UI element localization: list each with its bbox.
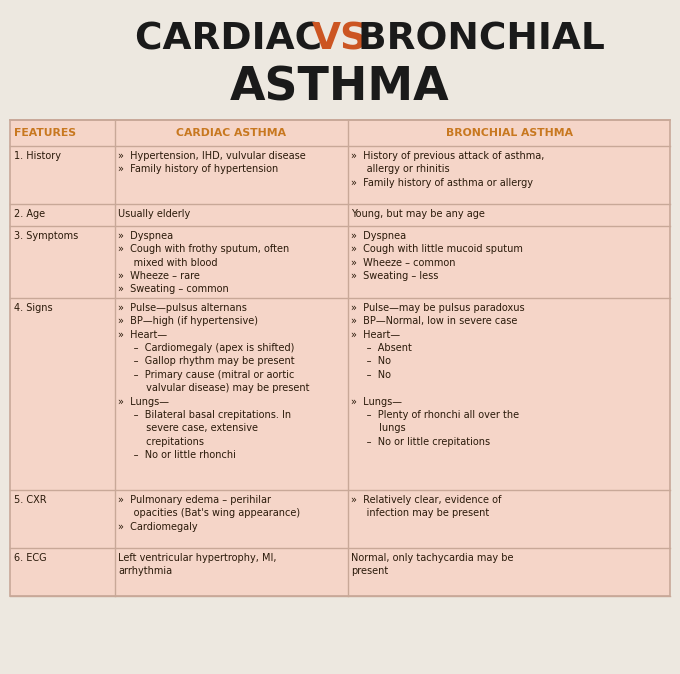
Text: »  Pulmonary edema – perihilar
     opacities (Bat's wing appearance)
»  Cardiom: » Pulmonary edema – perihilar opacities … — [118, 495, 300, 532]
Text: »  Dyspnea
»  Cough with little mucoid sputum
»  Wheeze – common
»  Sweating – l: » Dyspnea » Cough with little mucoid spu… — [351, 231, 523, 281]
Text: »  History of previous attack of asthma,
     allergy or rhinitis
»  Family hist: » History of previous attack of asthma, … — [351, 151, 545, 188]
Text: 6. ECG: 6. ECG — [14, 553, 47, 563]
Text: Left ventricular hypertrophy, MI,
arrhythmia: Left ventricular hypertrophy, MI, arrhyt… — [118, 553, 277, 576]
Text: »  Pulse—pulsus alternans
»  BP—high (if hypertensive)
»  Heart—
     –  Cardiom: » Pulse—pulsus alternans » BP—high (if h… — [118, 303, 309, 460]
Text: FEATURES: FEATURES — [14, 128, 76, 138]
FancyBboxPatch shape — [10, 204, 670, 226]
Text: 3. Symptoms: 3. Symptoms — [14, 231, 78, 241]
FancyBboxPatch shape — [10, 120, 670, 146]
Text: Usually elderly: Usually elderly — [118, 209, 190, 219]
Text: CARDIAC ASTHMA: CARDIAC ASTHMA — [177, 128, 286, 138]
Text: Young, but may be any age: Young, but may be any age — [351, 209, 485, 219]
Text: »  Dyspnea
»  Cough with frothy sputum, often
     mixed with blood
»  Wheeze – : » Dyspnea » Cough with frothy sputum, of… — [118, 231, 289, 295]
Text: BRONCHIAL ASTHMA: BRONCHIAL ASTHMA — [445, 128, 573, 138]
FancyBboxPatch shape — [10, 146, 670, 204]
Text: ASTHMA: ASTHMA — [231, 65, 449, 111]
Text: 1. History: 1. History — [14, 151, 61, 161]
Text: Normal, only tachycardia may be
present: Normal, only tachycardia may be present — [351, 553, 513, 576]
FancyBboxPatch shape — [10, 298, 670, 490]
Text: 2. Age: 2. Age — [14, 209, 45, 219]
Text: »  Hypertension, IHD, vulvular disease
»  Family history of hypertension: » Hypertension, IHD, vulvular disease » … — [118, 151, 306, 175]
Text: 5. CXR: 5. CXR — [14, 495, 47, 505]
Text: »  Pulse—may be pulsus paradoxus
»  BP—Normal, low in severe case
»  Heart—
    : » Pulse—may be pulsus paradoxus » BP—Nor… — [351, 303, 525, 447]
FancyBboxPatch shape — [10, 490, 670, 548]
FancyBboxPatch shape — [10, 548, 670, 596]
Text: 4. Signs: 4. Signs — [14, 303, 52, 313]
Text: BRONCHIAL: BRONCHIAL — [345, 22, 605, 58]
FancyBboxPatch shape — [10, 226, 670, 298]
Text: »  Relatively clear, evidence of
     infection may be present: » Relatively clear, evidence of infectio… — [351, 495, 501, 518]
Text: CARDIAC: CARDIAC — [135, 22, 335, 58]
Text: VS: VS — [312, 22, 368, 58]
